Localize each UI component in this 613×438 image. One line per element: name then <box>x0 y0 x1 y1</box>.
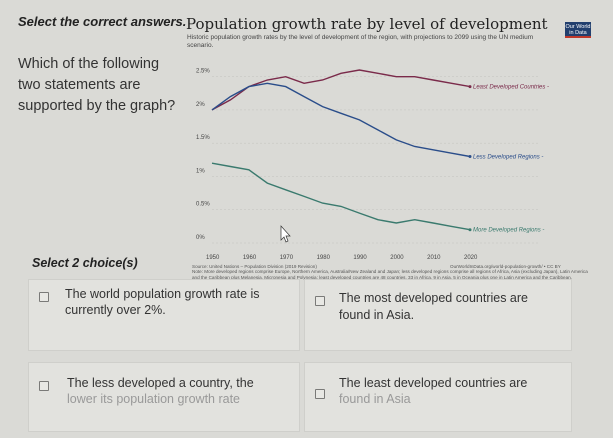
chart-source: Source: United Nations – Population Divi… <box>192 264 592 280</box>
checkbox-icon[interactable] <box>315 389 325 399</box>
y-tick-labels: 0% 0.5% 1% 1.5% 2% 2.5% <box>196 69 210 241</box>
choice-option-2[interactable]: The most developed countries are found i… <box>304 279 572 351</box>
cursor-icon <box>280 225 291 243</box>
y-tick-label: 2.5% <box>196 69 210 75</box>
checkbox-icon[interactable] <box>39 381 49 391</box>
series-label: More Developed Regions - <box>473 228 544 234</box>
choice-text-line2: found in Asia. <box>339 308 415 322</box>
question-text: Which of the following two statements ar… <box>18 56 176 114</box>
series-labels: Least Developed Countries - Less Develope… <box>473 85 549 234</box>
series-label: Least Developed Countries - <box>473 85 549 91</box>
x-tick-label: 2010 <box>427 255 441 261</box>
x-tick-label: 1950 <box>206 255 220 261</box>
x-tick-label: 1980 <box>317 255 331 261</box>
y-tick-label: 0.5% <box>196 202 210 208</box>
x-tick-label: 2020 <box>464 255 478 261</box>
chart-grid <box>212 76 540 244</box>
source-right: OurWorldInData.org/world-population-grow… <box>450 264 561 269</box>
instruction-header: Select the correct answers. <box>18 14 187 29</box>
y-tick-label: 0% <box>196 235 205 241</box>
series-label: Less Developed Regions - <box>473 155 543 161</box>
source-left: Source: United Nations – Population Divi… <box>192 264 317 269</box>
x-tick-label: 2000 <box>390 255 404 261</box>
series-lines <box>211 69 472 232</box>
chart-note: Note: More developed regions comprise Eu… <box>192 269 588 280</box>
x-tick-label: 1970 <box>280 255 294 261</box>
choice-text-line2: found in Asia <box>339 392 411 406</box>
x-tick-labels: 1950 1960 1970 1980 1990 2000 2010 2020 <box>206 255 478 261</box>
series-line <box>211 69 471 111</box>
series-line <box>211 82 471 158</box>
choice-option-4[interactable]: The least developed countries are found … <box>304 362 572 432</box>
choice-text-line1: The most developed countries are <box>339 291 528 305</box>
y-tick-label: 1% <box>196 168 205 174</box>
y-tick-label: 1.5% <box>196 135 210 141</box>
choice-option-3[interactable]: The less developed a country, the lower … <box>28 362 300 432</box>
choice-text-line1: The world population growth rate is <box>65 287 260 301</box>
choice-option-1[interactable]: The world population growth rate is curr… <box>28 279 300 351</box>
choice-text-line1: The less developed a country, the <box>67 376 254 390</box>
chart-title: Population growth rate by level of devel… <box>186 15 548 33</box>
choice-text-line1: The least developed countries are <box>339 376 528 390</box>
select-count-label: Select 2 choice(s) <box>32 256 138 270</box>
x-tick-label: 1990 <box>353 255 367 261</box>
series-endpoint <box>468 228 472 232</box>
x-tick-label: 1960 <box>243 255 257 261</box>
series-line <box>211 162 471 231</box>
checkbox-icon[interactable] <box>315 296 325 306</box>
owid-logo: Our World in Data <box>565 22 591 38</box>
series-endpoint <box>468 155 472 158</box>
choice-text-line2: lower its population growth rate <box>67 392 241 406</box>
series-endpoint <box>468 85 472 89</box>
y-tick-label: 2% <box>196 102 205 108</box>
chart-subtitle: Historic population growth rates by the … <box>187 34 534 49</box>
checkbox-icon[interactable] <box>39 292 49 302</box>
choice-text-line2: currently over 2%. <box>65 303 166 317</box>
